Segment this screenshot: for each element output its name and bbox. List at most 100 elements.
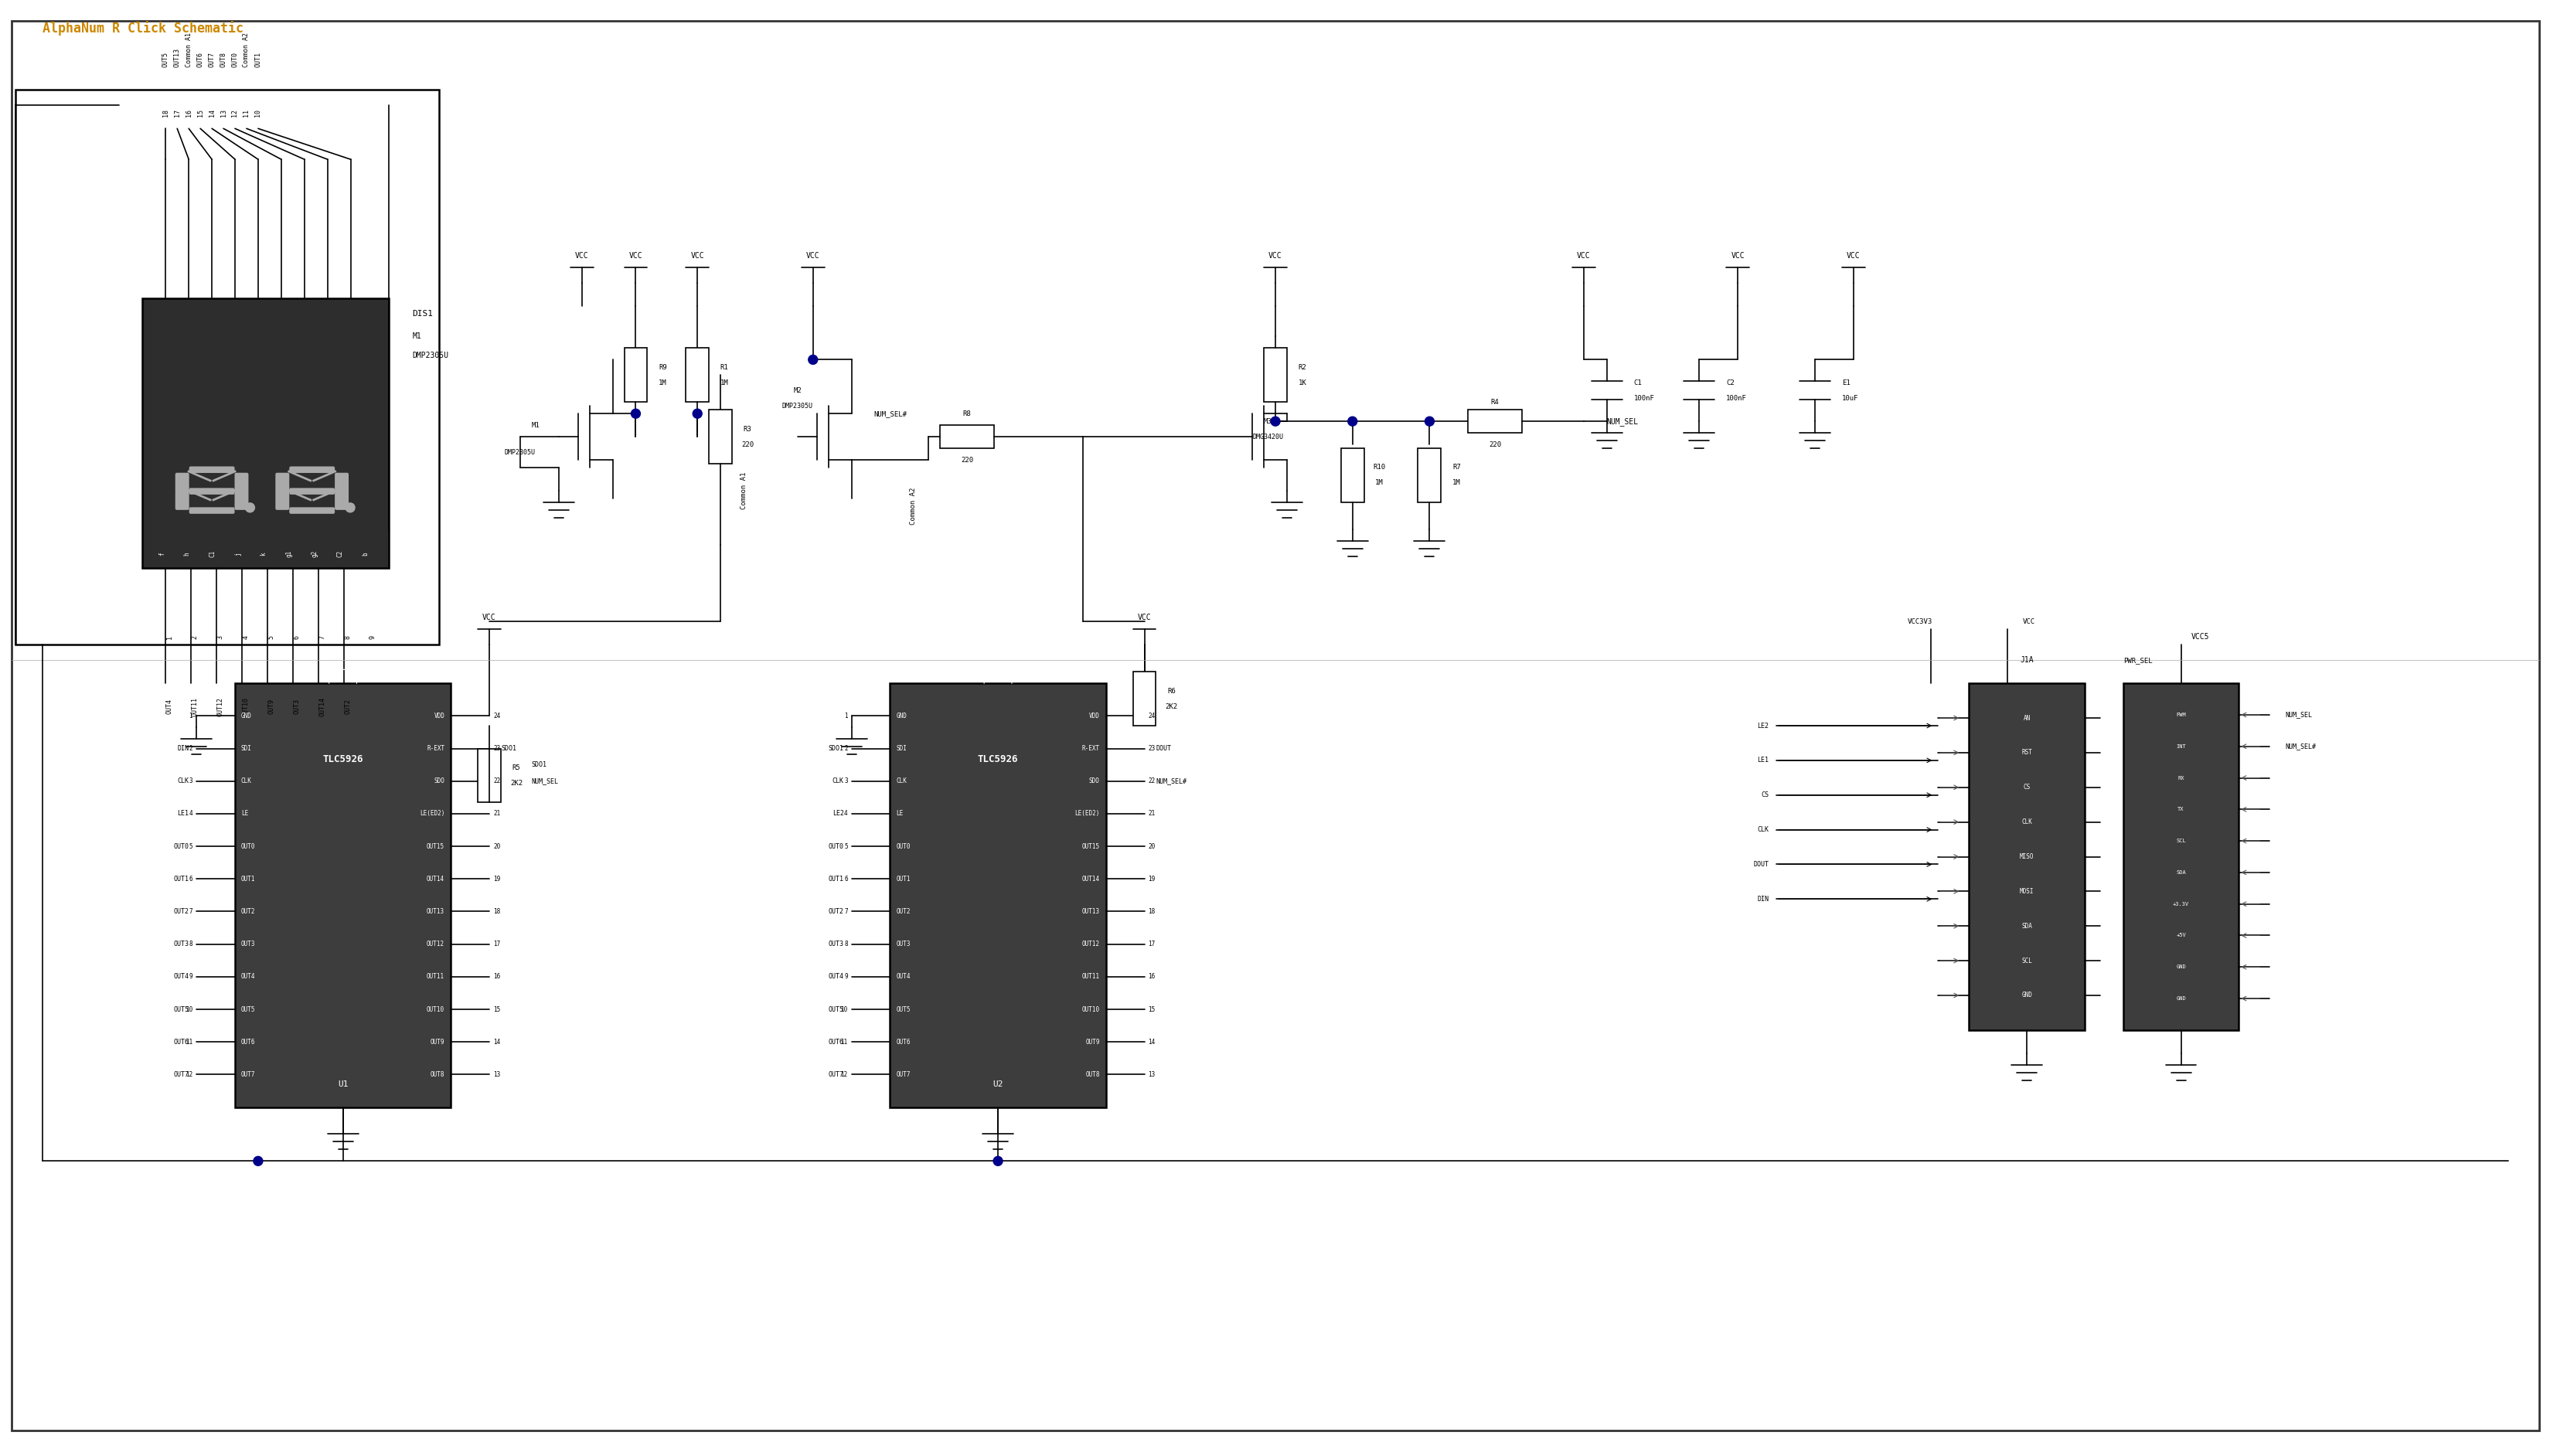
Text: 16: 16 (494, 973, 501, 980)
Text: C1: C1 (210, 550, 217, 558)
Text: C2: C2 (1726, 380, 1734, 386)
Text: 8: 8 (345, 635, 350, 639)
Text: U1: U1 (338, 1080, 348, 1088)
Text: 14: 14 (1148, 1038, 1156, 1045)
Text: 1: 1 (166, 635, 174, 639)
Bar (143, 298, 389, 568)
Text: 220: 220 (742, 441, 754, 448)
Text: 1: 1 (189, 712, 192, 719)
Text: OUT8: OUT8 (1084, 1072, 1100, 1077)
Text: LE1: LE1 (176, 810, 189, 817)
Text: 16: 16 (1148, 973, 1156, 980)
Text: OUT9: OUT9 (430, 1038, 445, 1045)
Text: 10: 10 (187, 1006, 192, 1013)
Text: J1A: J1A (2020, 657, 2033, 664)
Text: RST: RST (2023, 750, 2033, 756)
Text: OUT8: OUT8 (220, 51, 228, 67)
Text: LE(ED2): LE(ED2) (1074, 810, 1100, 817)
Text: DOUT: DOUT (1754, 860, 1769, 868)
Text: OUT0: OUT0 (828, 843, 844, 850)
Text: 11: 11 (187, 1038, 192, 1045)
Text: 13: 13 (494, 1072, 501, 1077)
Text: OUT15: OUT15 (427, 843, 445, 850)
Text: 100nF: 100nF (1634, 395, 1654, 402)
Text: SDI: SDI (240, 745, 253, 751)
Text: 6: 6 (189, 875, 192, 882)
Text: LE: LE (240, 810, 248, 817)
Text: LE(ED2): LE(ED2) (419, 810, 445, 817)
Text: R-EXT: R-EXT (1082, 745, 1100, 751)
FancyBboxPatch shape (189, 507, 235, 514)
Text: R9: R9 (660, 364, 667, 371)
Text: OUT5: OUT5 (240, 1006, 256, 1013)
Text: 3: 3 (189, 778, 192, 785)
Text: 10: 10 (256, 109, 261, 116)
Text: 1: 1 (844, 712, 849, 719)
Text: RX: RX (2179, 776, 2184, 780)
Text: R5: R5 (511, 764, 522, 772)
FancyBboxPatch shape (289, 466, 335, 473)
Text: CLK: CLK (240, 778, 253, 785)
Text: OUT4: OUT4 (828, 973, 844, 980)
Text: 15: 15 (494, 1006, 501, 1013)
Text: VCC: VCC (1138, 614, 1151, 622)
FancyBboxPatch shape (335, 491, 348, 510)
Text: 100nF: 100nF (1726, 395, 1746, 402)
Text: OUT1: OUT1 (898, 875, 910, 882)
Text: OUT12: OUT12 (427, 941, 445, 948)
Text: DIN: DIN (176, 745, 189, 751)
Text: OUT3: OUT3 (828, 941, 844, 948)
Text: OUT6: OUT6 (240, 1038, 256, 1045)
Text: OUT4: OUT4 (174, 973, 189, 980)
Text: Common A2: Common A2 (910, 488, 915, 524)
Text: VCC3V3: VCC3V3 (1908, 619, 1933, 625)
Text: OUT13: OUT13 (1082, 909, 1100, 914)
Text: VCC5: VCC5 (2191, 633, 2209, 641)
Text: SDO: SDO (1089, 778, 1100, 785)
Text: Common A1: Common A1 (739, 472, 747, 510)
Bar (1468, 409, 1521, 432)
Text: 24: 24 (1148, 712, 1156, 719)
Text: 2: 2 (844, 745, 849, 751)
Text: NUM_SEL: NUM_SEL (1606, 416, 1639, 425)
Text: DMP2305U: DMP2305U (504, 448, 534, 456)
Text: R1: R1 (721, 364, 729, 371)
Text: 1M: 1M (721, 380, 729, 386)
Text: OUT6: OUT6 (174, 1038, 189, 1045)
Text: E1: E1 (1841, 380, 1851, 386)
Text: 2K2: 2K2 (1166, 703, 1179, 711)
Bar (708, 409, 731, 463)
Text: OUT6: OUT6 (197, 51, 205, 67)
Text: OUT2: OUT2 (828, 909, 844, 914)
Text: R-EXT: R-EXT (427, 745, 445, 751)
Text: NUM_SEL#: NUM_SEL# (1156, 778, 1186, 785)
Text: VCC: VCC (1846, 252, 1861, 259)
Text: MOSI: MOSI (2020, 888, 2033, 895)
Bar (15, 90, 440, 645)
Text: 3: 3 (217, 635, 225, 639)
Text: OUT6: OUT6 (828, 1038, 844, 1045)
Text: TLC5926: TLC5926 (322, 754, 363, 764)
Text: 2K2: 2K2 (509, 780, 522, 786)
Text: b: b (361, 552, 368, 556)
Text: f: f (159, 552, 166, 556)
Text: LE: LE (898, 810, 903, 817)
Text: DMP2305U: DMP2305U (782, 402, 813, 409)
Text: MISO: MISO (2020, 853, 2033, 860)
Text: j: j (235, 552, 240, 556)
Text: NUM_SEL: NUM_SEL (2286, 712, 2312, 718)
Text: 9: 9 (844, 973, 849, 980)
Text: OUT1: OUT1 (240, 875, 256, 882)
Text: AlphaNum R Click Schematic: AlphaNum R Click Schematic (43, 20, 243, 36)
Text: R7: R7 (1452, 464, 1460, 472)
Text: 5: 5 (268, 635, 274, 639)
Text: OUT4: OUT4 (898, 973, 910, 980)
Text: 18: 18 (161, 109, 169, 116)
Text: 15: 15 (1148, 1006, 1156, 1013)
Text: OUT5: OUT5 (161, 51, 169, 67)
Bar (1419, 448, 1442, 502)
Text: 20: 20 (494, 843, 501, 850)
Text: VCC: VCC (575, 252, 588, 259)
Text: OUT7: OUT7 (174, 1072, 189, 1077)
Bar (624, 348, 647, 402)
